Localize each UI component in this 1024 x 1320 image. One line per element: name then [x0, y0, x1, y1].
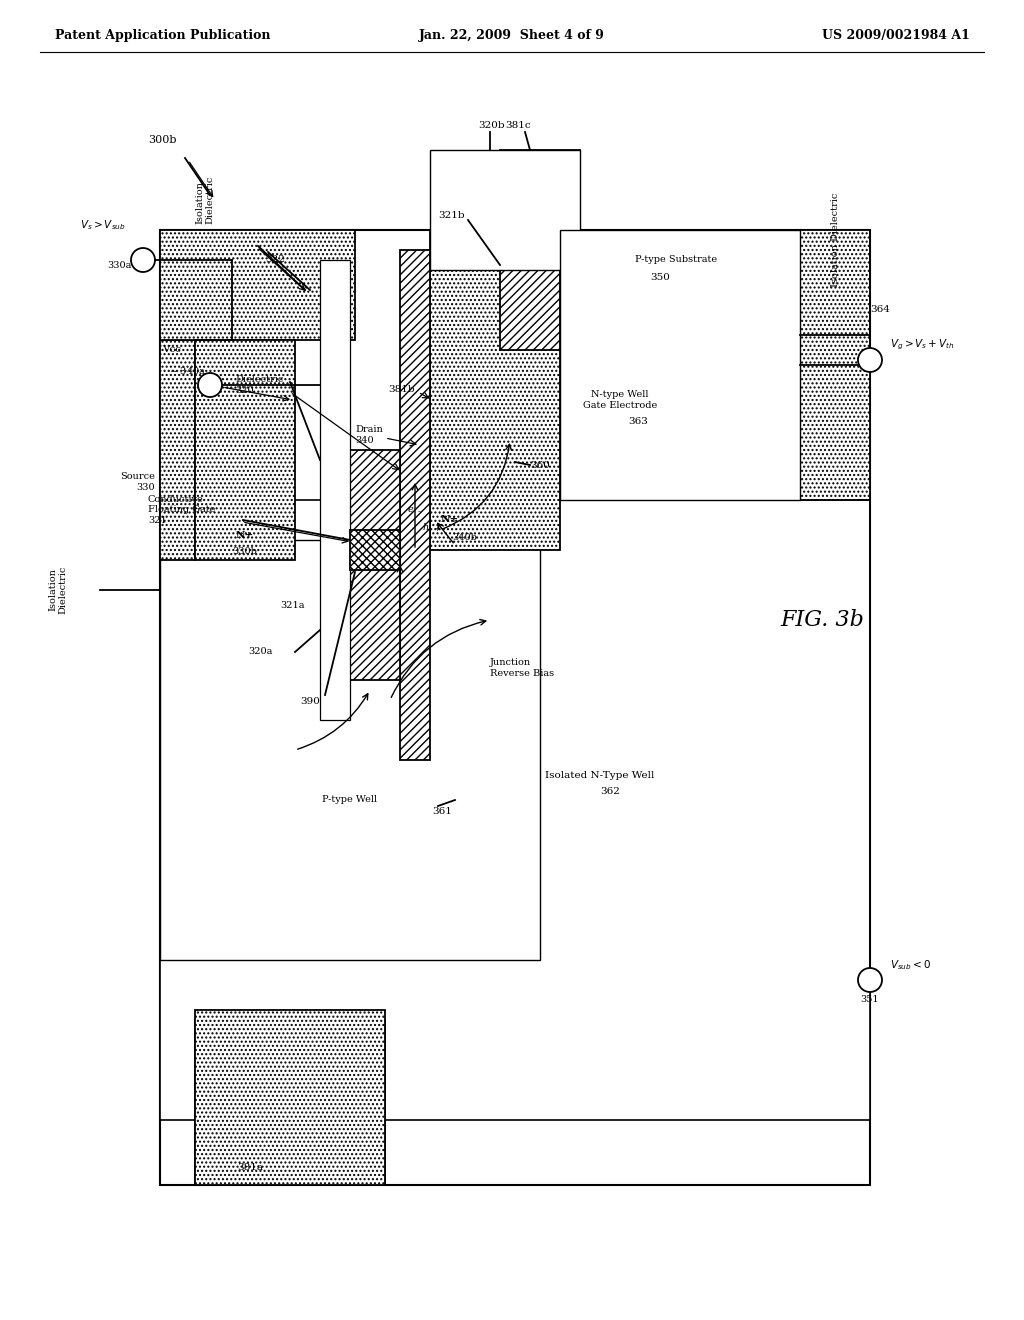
- Bar: [430, 230, 560, 550]
- Text: N+: N+: [441, 516, 459, 524]
- Text: Isolation
Dielectric: Isolation Dielectric: [48, 566, 68, 614]
- Text: 390: 390: [300, 697, 319, 706]
- Bar: [160, 341, 195, 560]
- Text: N-type Well
Gate Electrode: N-type Well Gate Electrode: [583, 391, 657, 409]
- Text: e: e: [408, 506, 414, 515]
- Bar: [400, 249, 430, 760]
- Text: FIG. 3b: FIG. 3b: [780, 609, 864, 631]
- Text: US 2009/0021984 A1: US 2009/0021984 A1: [822, 29, 970, 41]
- Text: 381b: 381b: [388, 385, 415, 395]
- Text: Junction
Reverse Bias: Junction Reverse Bias: [490, 659, 554, 677]
- Text: $V_g > V_s + V_{th}$: $V_g > V_s + V_{th}$: [890, 338, 954, 352]
- Text: h: h: [423, 523, 429, 532]
- Text: $V_s > V_{sub}$: $V_s > V_{sub}$: [80, 218, 126, 232]
- Bar: [195, 1020, 385, 1185]
- Text: 300b: 300b: [148, 135, 176, 145]
- Text: 320a: 320a: [248, 648, 272, 656]
- Bar: [430, 150, 580, 271]
- Text: $V_{sub} < 0$: $V_{sub} < 0$: [890, 958, 931, 972]
- Bar: [500, 150, 580, 271]
- Bar: [160, 540, 540, 960]
- Bar: [800, 230, 870, 500]
- Text: +: +: [433, 525, 440, 533]
- Bar: [195, 341, 295, 560]
- Bar: [350, 531, 400, 570]
- Text: 381a: 381a: [237, 1163, 263, 1172]
- Text: 361: 361: [432, 808, 452, 817]
- Text: Isolation Dielectric: Isolation Dielectric: [830, 193, 840, 288]
- Text: N+: N+: [236, 531, 254, 540]
- Text: 360: 360: [530, 461, 550, 470]
- Bar: [560, 230, 800, 500]
- Text: 381c: 381c: [505, 120, 530, 129]
- Text: Dielectric
320: Dielectric 320: [234, 375, 284, 395]
- Text: 321b: 321b: [438, 210, 465, 219]
- Text: 320b: 320b: [478, 120, 505, 129]
- Text: 330b: 330b: [232, 548, 257, 557]
- Text: Vcc: Vcc: [162, 346, 181, 355]
- Circle shape: [198, 374, 222, 397]
- Bar: [160, 230, 870, 1185]
- Text: 363: 363: [628, 417, 648, 426]
- Text: Jan. 22, 2009  Sheet 4 of 9: Jan. 22, 2009 Sheet 4 of 9: [419, 29, 605, 41]
- Circle shape: [858, 968, 882, 993]
- Text: 364: 364: [870, 305, 890, 314]
- Text: 350: 350: [650, 273, 670, 282]
- Bar: [500, 271, 560, 350]
- Circle shape: [858, 348, 882, 372]
- Text: Isolated N-Type Well: Isolated N-Type Well: [546, 771, 654, 780]
- Text: Source
330: Source 330: [120, 473, 155, 492]
- Text: Conductive
Floating Gate
321: Conductive Floating Gate 321: [148, 495, 215, 525]
- Bar: [160, 230, 355, 341]
- Text: 351: 351: [861, 995, 880, 1005]
- Text: P-type Substrate: P-type Substrate: [635, 256, 717, 264]
- Circle shape: [131, 248, 155, 272]
- Bar: [319, 260, 350, 719]
- Bar: [195, 1010, 385, 1185]
- Text: -: -: [418, 508, 421, 516]
- Bar: [160, 500, 870, 1119]
- Text: 362: 362: [600, 788, 620, 796]
- Text: Patent Application Publication: Patent Application Publication: [55, 29, 270, 41]
- Text: Drain
340: Drain 340: [355, 425, 383, 445]
- Text: Isolation
Dielectric: Isolation Dielectric: [195, 176, 214, 224]
- Text: 330a: 330a: [106, 260, 131, 269]
- Text: 322: 322: [265, 256, 285, 264]
- Text: $\sim$340a: $\sim$340a: [168, 364, 206, 375]
- Text: 321a: 321a: [280, 601, 304, 610]
- Text: P-type Well: P-type Well: [323, 796, 378, 804]
- Text: 340b: 340b: [453, 532, 477, 541]
- Bar: [350, 450, 400, 680]
